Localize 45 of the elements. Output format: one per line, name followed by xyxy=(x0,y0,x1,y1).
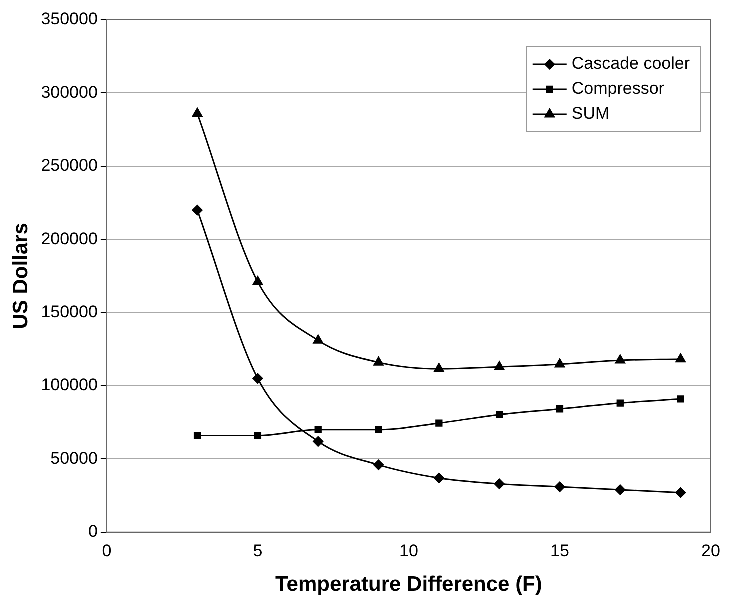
legend-label: Cascade cooler xyxy=(572,54,690,74)
y-tick-label: 200000 xyxy=(41,229,98,248)
point xyxy=(436,420,443,427)
point xyxy=(496,411,504,418)
point xyxy=(434,472,444,484)
x-tick-label: 10 xyxy=(400,541,418,560)
y-tick-label: 0 xyxy=(88,522,98,542)
point xyxy=(616,400,624,407)
point xyxy=(676,488,686,498)
point xyxy=(676,354,686,363)
point xyxy=(194,432,202,440)
x-tick-label: 15 xyxy=(550,541,570,560)
y-tick-label: 50000 xyxy=(50,448,98,468)
point xyxy=(494,478,505,490)
point xyxy=(554,358,566,368)
point xyxy=(374,356,384,366)
point xyxy=(615,354,626,364)
point xyxy=(375,426,382,434)
x-tick-label: 0 xyxy=(102,541,112,560)
point xyxy=(677,396,684,403)
x-axis-title: Temperature Difference (F) xyxy=(276,573,542,596)
point xyxy=(313,436,324,447)
y-tick-label: 300000 xyxy=(41,82,98,102)
y-tick-label: 250000 xyxy=(41,156,98,176)
point xyxy=(494,361,505,370)
point xyxy=(192,108,203,117)
point xyxy=(615,484,626,496)
point xyxy=(252,373,264,384)
y-tick-label: 100000 xyxy=(41,376,98,395)
y-axis-title: US Dollars xyxy=(9,223,32,330)
x-tick-label: 20 xyxy=(702,541,720,560)
point xyxy=(313,334,324,344)
point xyxy=(374,460,384,470)
point xyxy=(556,406,564,413)
legend-label: SUM xyxy=(572,104,610,124)
y-tick-label: 350000 xyxy=(41,10,98,29)
point xyxy=(252,276,264,286)
y-tick-label: 150000 xyxy=(41,302,98,322)
x-tick-label: 5 xyxy=(253,541,263,560)
point xyxy=(554,482,566,492)
point xyxy=(254,432,262,440)
point xyxy=(434,363,444,372)
legend-label: Compressor xyxy=(572,79,665,98)
point xyxy=(192,205,203,216)
point xyxy=(314,426,322,434)
